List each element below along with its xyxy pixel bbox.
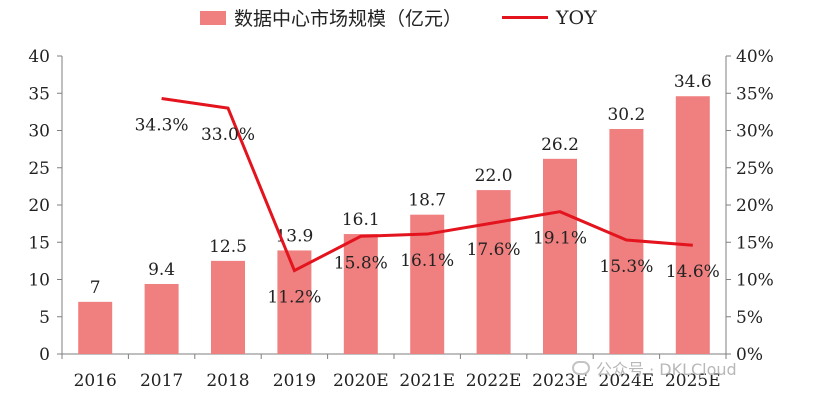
- yoy-value-label: 15.3%: [599, 257, 653, 277]
- y-tick-label-left: 15: [28, 233, 50, 253]
- bar-value-label: 9.4: [148, 260, 175, 280]
- legend-bar-label: 数据中心市场规模（亿元）: [234, 8, 463, 30]
- bar: [410, 214, 445, 354]
- bar-value-label: 16.1: [342, 210, 380, 230]
- y-tick-label-left: 0: [39, 345, 50, 365]
- y-tick-label-left: 10: [28, 271, 50, 291]
- bar-value-label: 26.2: [541, 135, 579, 155]
- y-tick-label-right: 0%: [736, 345, 763, 365]
- x-tick-label: 2016: [74, 371, 117, 391]
- y-tick-label-right: 15%: [736, 233, 774, 253]
- x-tick-label: 2018: [206, 371, 249, 391]
- y-tick-label-right: 20%: [736, 196, 774, 216]
- y-tick-label-right: 35%: [736, 84, 774, 104]
- legend: 数据中心市场规模（亿元） YOY: [200, 4, 597, 31]
- watermark: 公众号 · DKLCloud: [572, 356, 737, 380]
- yoy-value-label: 34.3%: [135, 115, 189, 135]
- bar-value-label: 22.0: [475, 166, 513, 186]
- x-tick-label: 2024E: [599, 371, 655, 391]
- bar-value-label: 12.5: [209, 237, 247, 257]
- y-tick-label-left: 35: [28, 84, 50, 104]
- x-tick-label: 2025E: [665, 371, 721, 391]
- bar: [675, 96, 710, 354]
- y-tick-label-left: 25: [28, 159, 50, 179]
- yoy-value-label: 17.6%: [467, 240, 521, 260]
- yoy-value-label: 11.2%: [267, 288, 321, 308]
- x-tick-label: 2020E: [333, 371, 389, 391]
- legend-line-label: YOY: [556, 6, 597, 29]
- bar: [78, 301, 113, 354]
- yoy-value-label: 14.6%: [666, 262, 720, 282]
- y-tick-label-right: 30%: [736, 122, 774, 142]
- y-tick-label-right: 40%: [736, 47, 774, 67]
- bar-value-label: 30.2: [607, 105, 645, 125]
- bar: [476, 190, 511, 354]
- yoy-line: [161, 96, 693, 273]
- y-tick-label-right: 25%: [736, 159, 774, 179]
- bar: [211, 260, 245, 354]
- x-tick-label: 2022E: [466, 371, 522, 391]
- y-tick-label-left: 30: [28, 122, 50, 142]
- y-tick-label-left: 20: [28, 196, 50, 216]
- bar-value-label: 13.9: [275, 226, 313, 246]
- bar: [343, 234, 378, 354]
- x-tick-label: 2017: [140, 371, 183, 391]
- x-tick-label: 2019: [273, 371, 316, 391]
- legend-line-swatch: [502, 16, 549, 19]
- bar-value-label: 18.7: [408, 191, 446, 211]
- bar-value-label: 7: [90, 278, 101, 298]
- y-tick-label-left: 40: [28, 47, 50, 67]
- y-tick-label-left: 5: [39, 308, 50, 328]
- bar: [543, 158, 577, 354]
- x-tick-label: 2023E: [532, 371, 588, 391]
- bar: [144, 283, 179, 354]
- wechat-icon: [572, 361, 590, 375]
- yoy-value-label: 16.1%: [400, 251, 454, 271]
- y-tick-label-right: 5%: [736, 308, 763, 328]
- y-tick-label-right: 10%: [736, 271, 774, 291]
- legend-bar-swatch: [200, 10, 226, 25]
- x-tick-label: 2021E: [399, 371, 455, 391]
- yoy-value-label: 33.0%: [201, 125, 255, 145]
- yoy-value-label: 19.1%: [533, 229, 587, 249]
- bar-value-label: 34.6: [674, 72, 712, 92]
- watermark-text: 公众号 · DKLCloud: [596, 360, 737, 379]
- yoy-value-label: 15.8%: [334, 253, 388, 273]
